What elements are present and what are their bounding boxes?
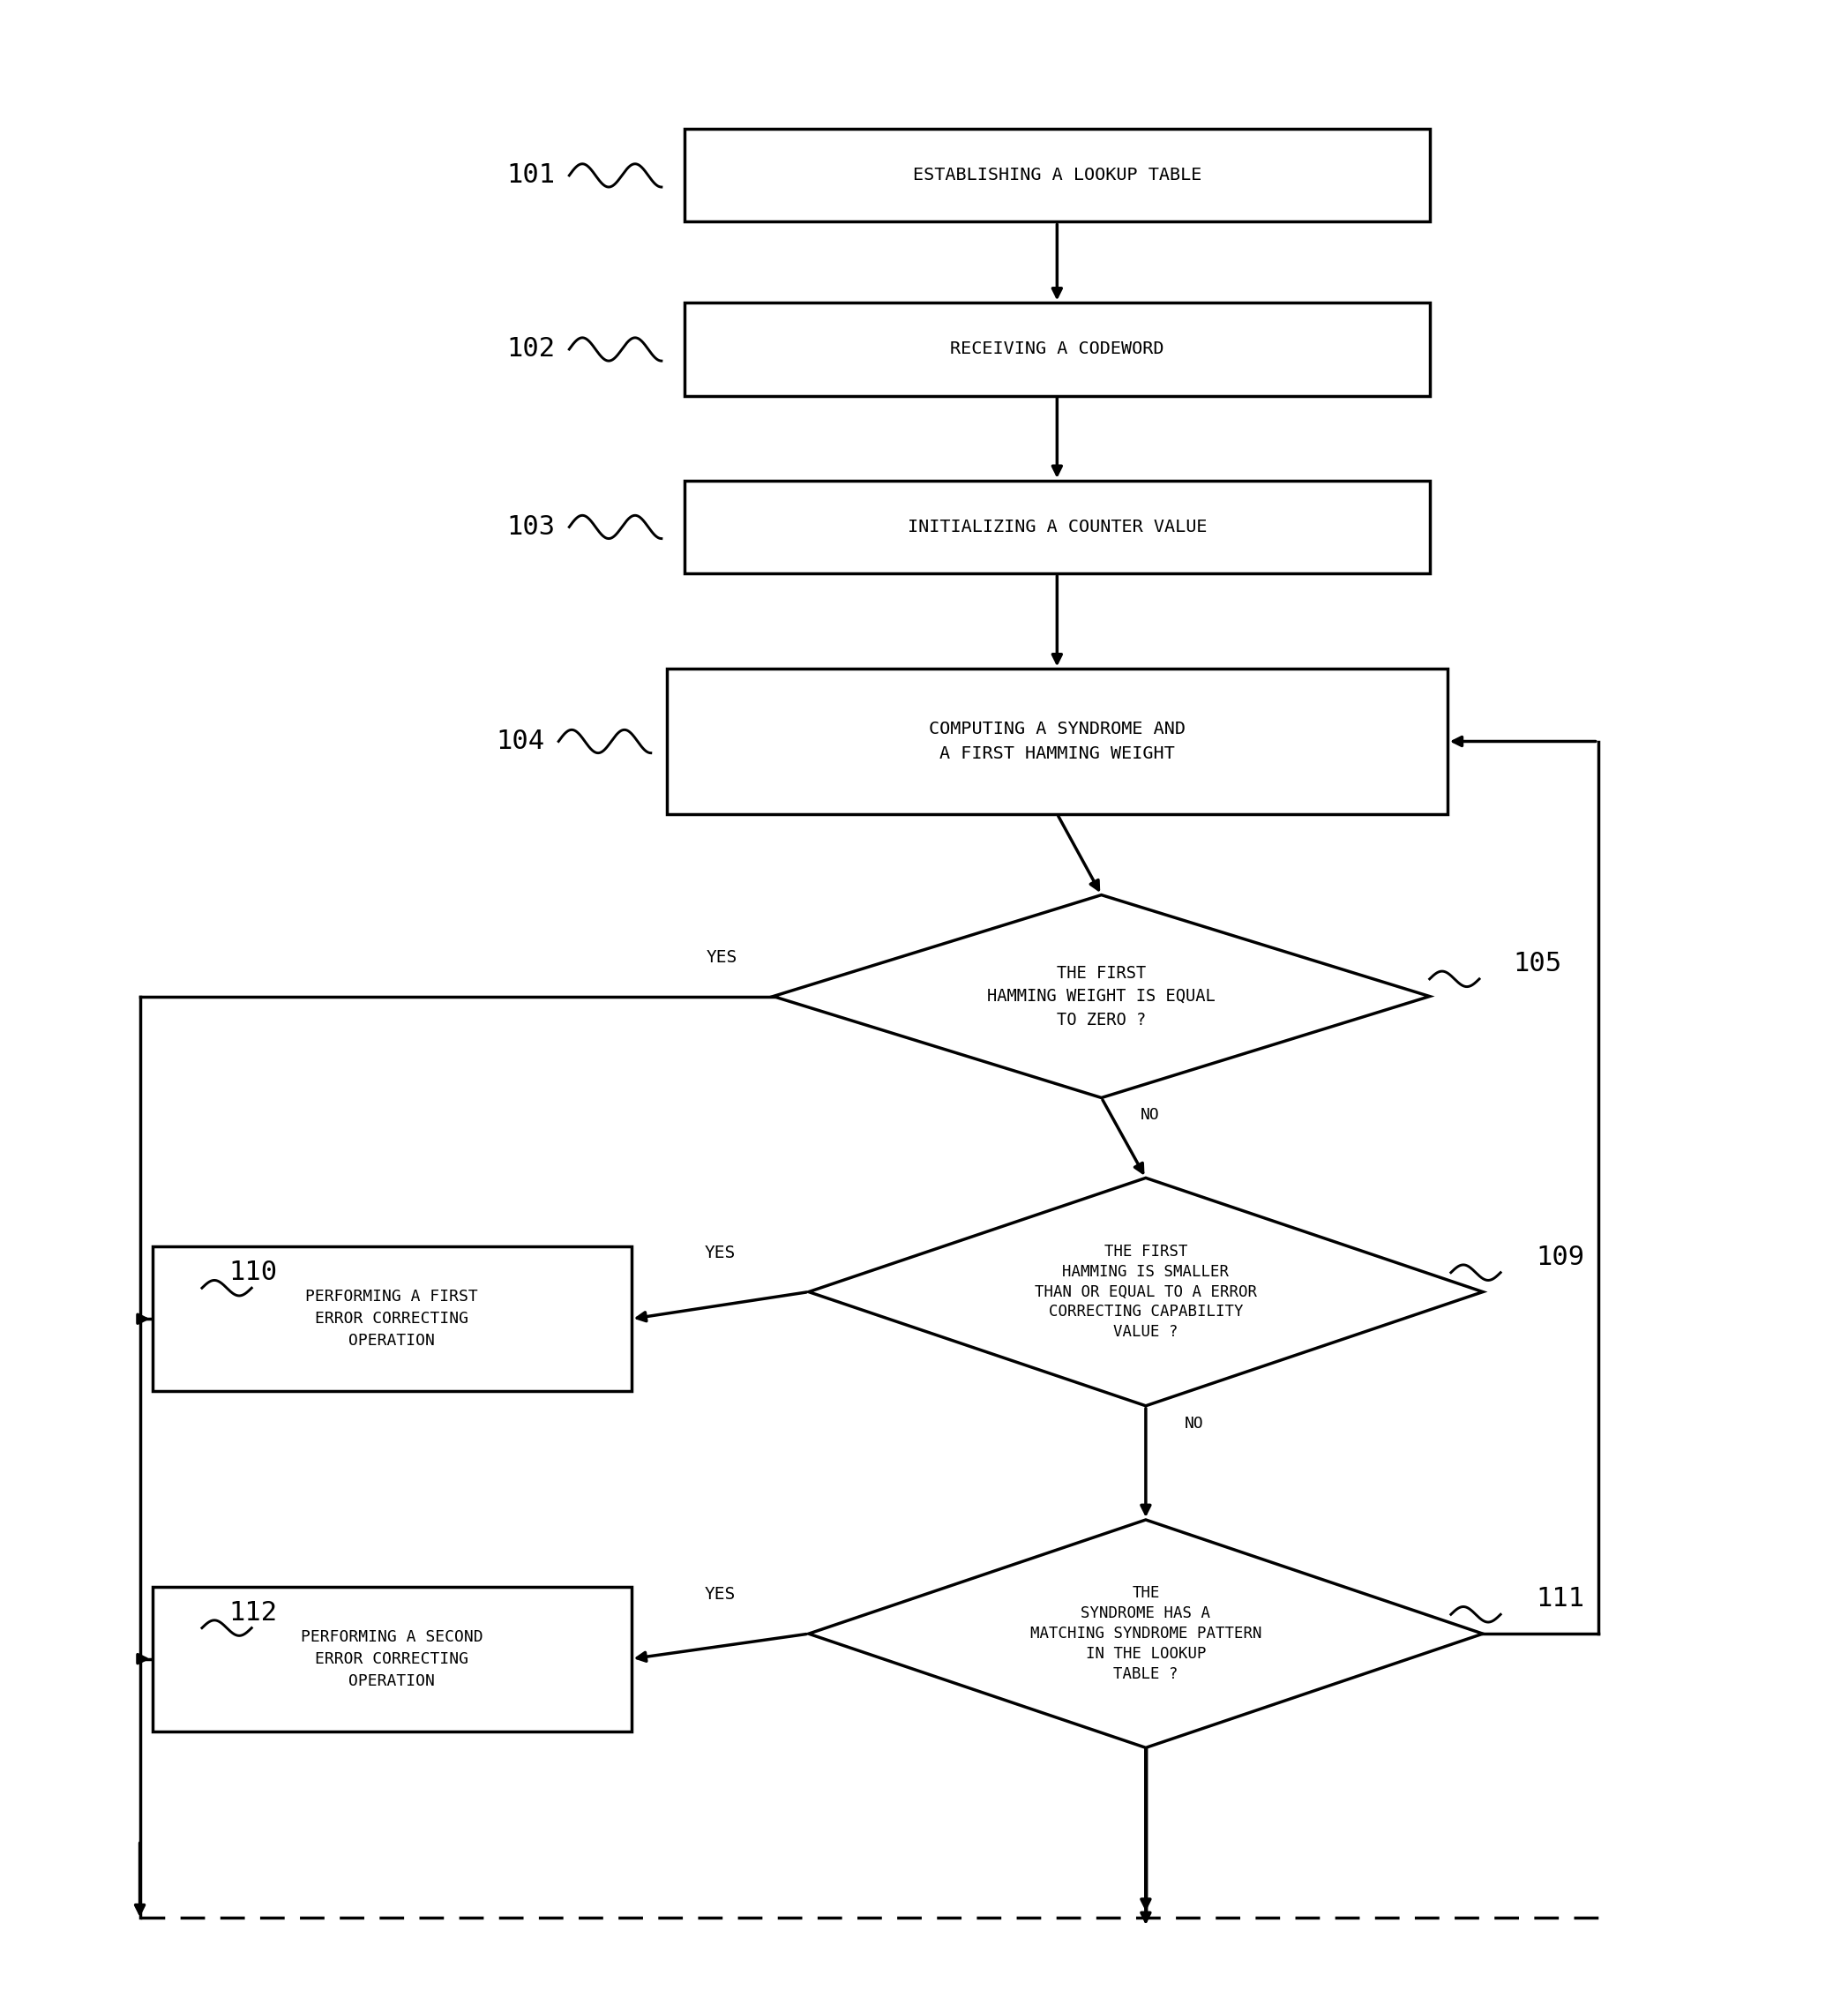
Bar [684, 304, 1430, 396]
Text: INITIALIZING A COUNTER VALUE: INITIALIZING A COUNTER VALUE [907, 519, 1207, 535]
Text: COMPUTING A SYNDROME AND
A FIRST HAMMING WEIGHT: COMPUTING A SYNDROME AND A FIRST HAMMING… [930, 720, 1185, 763]
Text: 101: 101 [506, 163, 554, 189]
Bar [684, 481, 1430, 573]
Text: ESTABLISHING A LOOKUP TABLE: ESTABLISHING A LOOKUP TABLE [913, 167, 1201, 183]
Text: RECEIVING A CODEWORD: RECEIVING A CODEWORD [950, 340, 1164, 358]
Text: 109: 109 [1536, 1243, 1586, 1270]
Text: THE FIRST
HAMMING IS SMALLER
THAN OR EQUAL TO A ERROR
CORRECTING CAPABILITY
VALU: THE FIRST HAMMING IS SMALLER THAN OR EQU… [1035, 1243, 1257, 1340]
Text: THE FIRST
HAMMING WEIGHT IS EQUAL
TO ZERO ?: THE FIRST HAMMING WEIGHT IS EQUAL TO ZER… [987, 964, 1216, 1028]
Polygon shape [809, 1519, 1482, 1748]
Text: THE
SYNDROME HAS A
MATCHING SYNDROME PATTERN
IN THE LOOKUP
TABLE ?: THE SYNDROME HAS A MATCHING SYNDROME PAT… [1029, 1585, 1262, 1682]
Bar [152, 1247, 632, 1392]
Bar [667, 668, 1447, 813]
Text: 112: 112 [229, 1600, 277, 1626]
Text: YES: YES [704, 1585, 736, 1604]
Text: 102: 102 [506, 336, 554, 362]
Bar [684, 129, 1430, 221]
Text: NO: NO [1185, 1416, 1205, 1431]
Text: YES: YES [704, 1243, 736, 1262]
Text: 111: 111 [1536, 1585, 1586, 1612]
Polygon shape [809, 1177, 1482, 1406]
Text: 103: 103 [506, 515, 554, 539]
Text: 105: 105 [1514, 952, 1562, 976]
Text: PERFORMING A FIRST
ERROR CORRECTING
OPERATION: PERFORMING A FIRST ERROR CORRECTING OPER… [305, 1290, 479, 1348]
Text: PERFORMING A SECOND
ERROR CORRECTING
OPERATION: PERFORMING A SECOND ERROR CORRECTING OPE… [301, 1630, 482, 1688]
Text: YES: YES [706, 950, 737, 966]
Bar [152, 1585, 632, 1730]
Text: 110: 110 [229, 1260, 277, 1286]
Text: NO: NO [1140, 1107, 1161, 1123]
Polygon shape [772, 895, 1430, 1099]
Text: 104: 104 [495, 728, 545, 754]
